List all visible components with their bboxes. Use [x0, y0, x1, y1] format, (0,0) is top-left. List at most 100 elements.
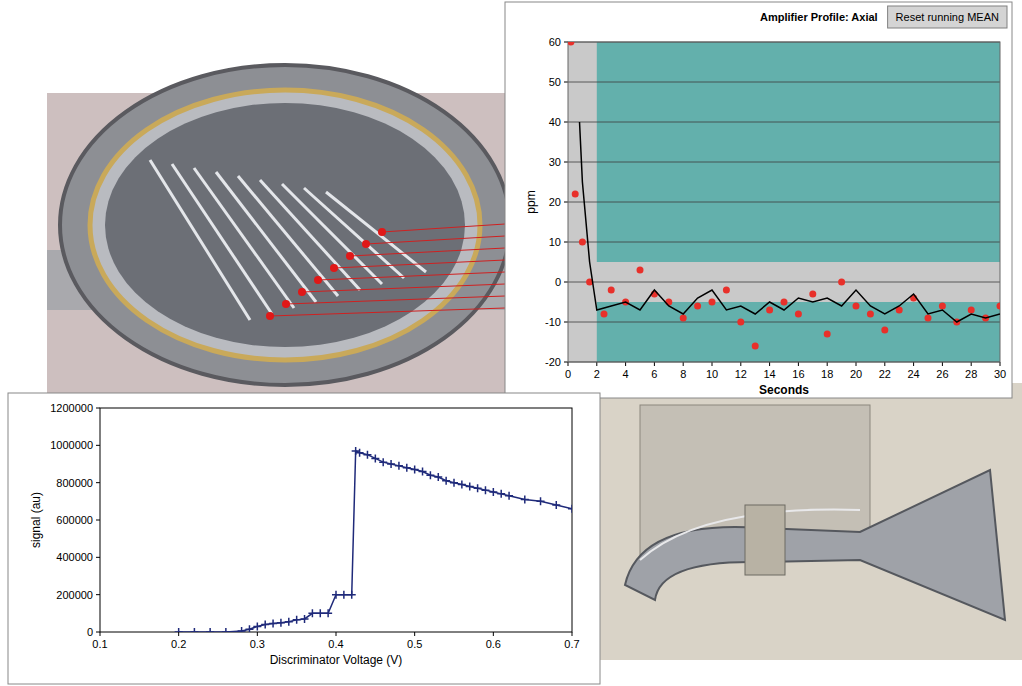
- photo-electrode: [304, 188, 404, 278]
- x-tick-label: 0.3: [250, 638, 265, 650]
- data-point: [301, 615, 309, 623]
- y-tick: [96, 482, 100, 483]
- data-point: [939, 303, 946, 310]
- photo-electrode: [216, 172, 316, 302]
- photo-pointer: [302, 284, 505, 292]
- x-tick: [683, 362, 684, 366]
- data-point: [489, 488, 497, 496]
- data-point: [352, 447, 360, 455]
- y-axis-title: signal (au): [29, 492, 43, 548]
- photo-pointer: [366, 236, 505, 244]
- y-tick-label: 50: [549, 76, 561, 88]
- x-tick-label: 18: [821, 368, 833, 380]
- x-tick-label: 0.2: [171, 638, 186, 650]
- button-face[interactable]: [888, 6, 1007, 28]
- x-tick: [769, 362, 770, 366]
- data-point: [371, 454, 379, 462]
- data-point: [387, 460, 395, 468]
- photo-background: [600, 383, 1022, 660]
- data-point: [521, 495, 529, 503]
- y-tick-label: -20: [545, 356, 561, 368]
- x-tick: [336, 632, 337, 636]
- data-point: [261, 621, 269, 629]
- x-tick-label: 16: [792, 368, 804, 380]
- x-tick-label: 14: [763, 368, 775, 380]
- x-tick: [712, 362, 713, 366]
- y-tick-label: 400000: [56, 551, 93, 563]
- plot-frame: [568, 42, 1000, 362]
- data-point: [434, 473, 442, 481]
- photo-clamp: [745, 505, 785, 575]
- data-point: [222, 628, 230, 632]
- x-tick: [942, 362, 943, 366]
- x-tick: [740, 362, 741, 366]
- y-tick-label: 800000: [56, 477, 93, 489]
- data-point: [324, 609, 332, 617]
- x-tick: [493, 632, 494, 636]
- x-tick: [568, 362, 569, 366]
- y-tick: [96, 557, 100, 558]
- chart-title: Amplifier Profile: Axial: [760, 11, 878, 23]
- x-tick-label: 10: [706, 368, 718, 380]
- y-tick: [564, 42, 568, 43]
- data-point: [795, 311, 802, 318]
- x-tick: [414, 632, 415, 636]
- photo-pointer: [350, 248, 505, 256]
- data-point: [853, 303, 860, 310]
- photo-pointer: [318, 272, 505, 280]
- panel-background: [505, 2, 1012, 398]
- y-tick: [564, 362, 568, 363]
- data-point: [285, 618, 293, 626]
- photo-dot: [266, 312, 274, 320]
- data-point: [466, 482, 474, 490]
- y-tick-label: 40: [549, 116, 561, 128]
- grid-line: [568, 202, 1000, 203]
- y-tick-label: 1200000: [50, 402, 93, 414]
- reset-button[interactable]: Reset running MEAN: [888, 6, 1007, 28]
- x-tick-label: 4: [623, 368, 629, 380]
- photo-detector: [600, 383, 1022, 660]
- data-point: [968, 307, 975, 314]
- data-point: [568, 505, 572, 513]
- photo-pointer: [270, 308, 505, 316]
- photo-electrode: [172, 164, 272, 314]
- data-point: [552, 501, 560, 509]
- data-point: [723, 287, 730, 294]
- button-label[interactable]: Reset running MEAN: [896, 11, 999, 23]
- data-point: [601, 311, 608, 318]
- data-point: [497, 490, 505, 498]
- photo-dot: [346, 252, 354, 260]
- x-tick-label: 0.4: [328, 638, 343, 650]
- photo-dot: [298, 288, 306, 296]
- data-point: [450, 479, 458, 487]
- plot-background: [100, 408, 572, 632]
- data-point: [403, 464, 411, 472]
- y-tick-label: 200000: [56, 589, 93, 601]
- data-point: [694, 303, 701, 310]
- data-point: [332, 591, 340, 599]
- y-axis-title: ppm: [524, 190, 538, 213]
- y-tick-label: 0: [87, 626, 93, 638]
- x-tick: [654, 362, 655, 366]
- y-tick-label: 600000: [56, 514, 93, 526]
- photo-flange: [60, 65, 510, 385]
- data-point: [293, 616, 301, 624]
- data-point: [253, 622, 261, 630]
- photo-electrode: [150, 160, 250, 320]
- y-tick: [96, 632, 100, 633]
- chart-panel: -20-100102030405060024681012141618202224…: [505, 2, 1012, 398]
- data-point: [568, 42, 574, 46]
- x-tick-label: 0.1: [92, 638, 107, 650]
- y-tick: [96, 445, 100, 446]
- y-tick-label: 60: [549, 36, 561, 48]
- x-tick: [596, 362, 597, 366]
- data-point: [411, 466, 419, 474]
- x-axis-title: Seconds: [759, 383, 809, 397]
- x-tick: [827, 362, 828, 366]
- y-tick-label: 20: [549, 196, 561, 208]
- x-tick-label: 8: [680, 368, 686, 380]
- data-point: [340, 591, 348, 599]
- data-point: [481, 486, 489, 494]
- photo-dot: [282, 300, 290, 308]
- x-tick-label: 0: [565, 368, 571, 380]
